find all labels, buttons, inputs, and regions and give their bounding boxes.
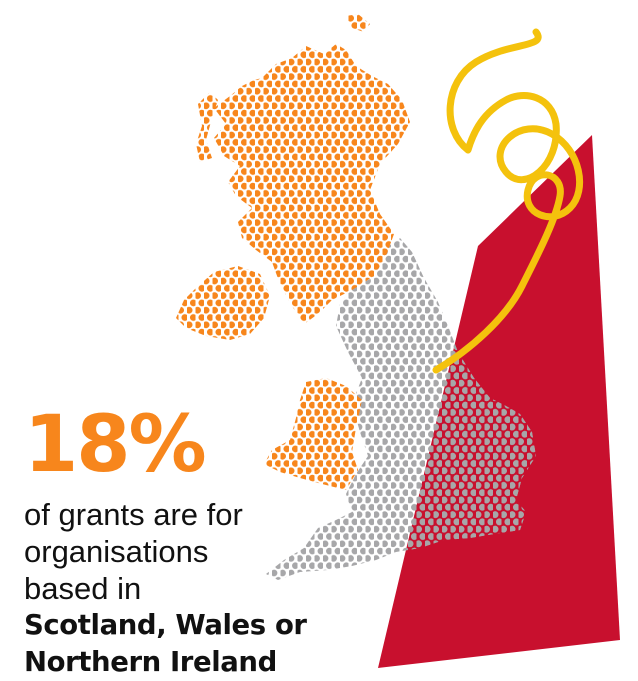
scottish-isles [196, 92, 218, 162]
caption-line: of grants are for [24, 497, 243, 532]
caption-line: based in [24, 571, 142, 606]
northern-ireland-region [176, 266, 270, 340]
wales-region [264, 378, 362, 490]
stat-percentage: 18% [24, 400, 207, 490]
caption-bold-line: Scotland, Wales or [24, 609, 307, 641]
shetland-islands [346, 14, 370, 32]
caption-bold-line: Northern Ireland [24, 646, 277, 678]
scotland-region [214, 44, 410, 324]
caption-line: organisations [24, 534, 209, 569]
yellow-ribbon [432, 28, 584, 374]
stat-caption: of grants are for organisations based in… [24, 496, 307, 681]
